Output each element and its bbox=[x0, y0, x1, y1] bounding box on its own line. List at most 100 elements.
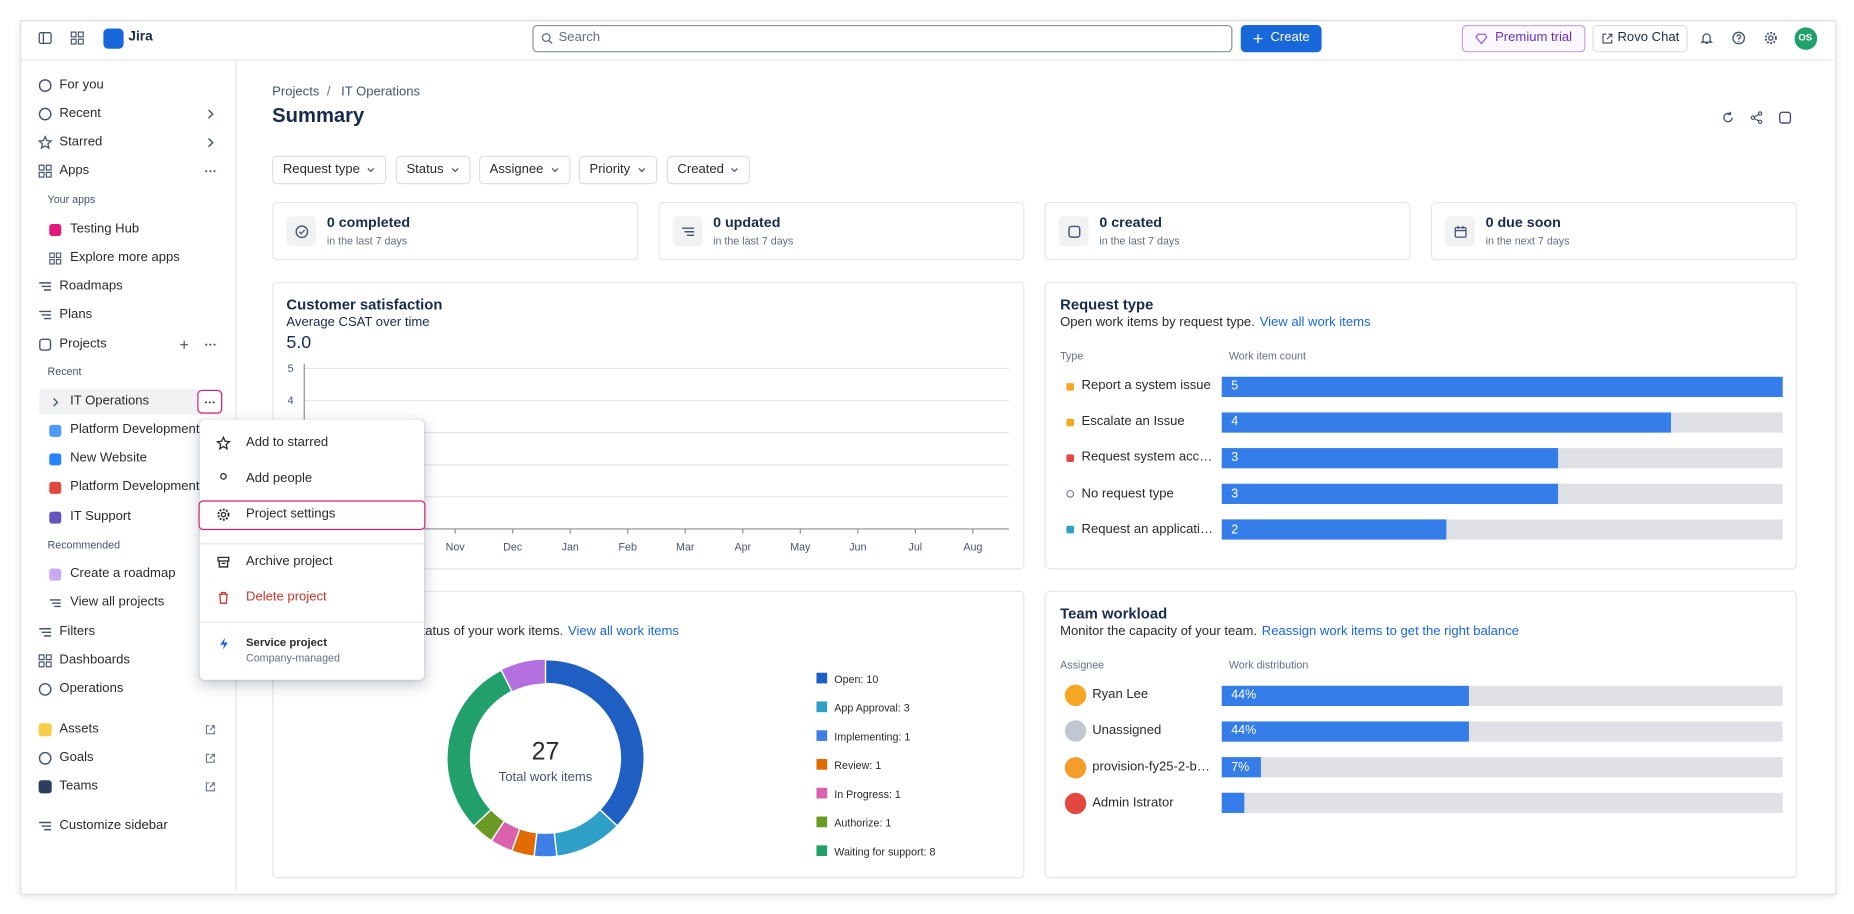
icon-part bbox=[39, 80, 50, 91]
menu-item[interactable]: Delete project bbox=[246, 590, 327, 606]
bar-value-label: 7% bbox=[1231, 760, 1249, 775]
stat-card bbox=[658, 202, 1024, 260]
sidebar-item[interactable]: Testing Hub bbox=[70, 222, 139, 238]
sidebar-item[interactable]: Dashboards bbox=[59, 653, 130, 669]
icon-part bbox=[46, 655, 51, 660]
icon-part bbox=[639, 168, 645, 171]
icon bbox=[38, 308, 52, 322]
icon-part bbox=[205, 170, 207, 172]
icon bbox=[1474, 31, 1487, 44]
icon-part bbox=[49, 568, 61, 580]
bar bbox=[1222, 484, 1559, 504]
icon bbox=[217, 636, 230, 649]
icon bbox=[216, 472, 230, 486]
icon bbox=[48, 596, 61, 609]
menu-item[interactable]: Add to starred bbox=[246, 435, 328, 451]
icon bbox=[38, 723, 52, 737]
sidebar-item[interactable]: Projects bbox=[59, 337, 106, 353]
sidebar-item[interactable]: Platform Development bbox=[70, 422, 199, 438]
subtitle-line: Monitor the capacity of your team.Reassi… bbox=[1060, 624, 1519, 640]
sidebar-item[interactable]: Plans bbox=[59, 307, 92, 323]
sidebar-item[interactable]: Customize sidebar bbox=[59, 818, 167, 834]
link[interactable]: Reassign work items to get the right bal… bbox=[1262, 624, 1519, 638]
sidebar-item[interactable]: Apps bbox=[59, 163, 89, 179]
sidebar-item[interactable]: Roadmaps bbox=[59, 279, 122, 295]
icon-part bbox=[1602, 34, 1611, 43]
icon-part bbox=[1253, 34, 1262, 43]
link[interactable]: View all work items bbox=[1260, 315, 1371, 329]
stat-card bbox=[1431, 202, 1797, 260]
sidebar-item[interactable]: Recent bbox=[59, 106, 100, 122]
icon bbox=[1065, 454, 1073, 462]
sidebar-item[interactable]: Starred bbox=[59, 135, 102, 151]
sidebar-item[interactable]: Goals bbox=[59, 750, 93, 766]
assignee-avatar bbox=[1065, 757, 1086, 778]
stat-card bbox=[272, 202, 638, 260]
sidebar-item[interactable]: Create a roadmap bbox=[70, 566, 175, 582]
link[interactable]: View all work items bbox=[568, 624, 679, 638]
create-label: Create bbox=[1270, 30, 1309, 46]
bar-track bbox=[1222, 793, 1783, 813]
search-box[interactable] bbox=[532, 25, 1232, 52]
icon bbox=[729, 164, 741, 176]
icon bbox=[549, 164, 561, 176]
assignee-avatar bbox=[1065, 685, 1086, 706]
icon-part bbox=[39, 822, 51, 829]
icon-part bbox=[49, 453, 61, 465]
sidebar-item[interactable]: Filters bbox=[59, 624, 95, 640]
sidebar-item[interactable]: Operations bbox=[59, 682, 123, 698]
icon-part bbox=[206, 783, 214, 791]
assignee-avatar bbox=[1065, 793, 1086, 814]
sidebar-item[interactable]: IT Operations bbox=[70, 394, 149, 410]
sidebar-item[interactable]: Platform Development bbox=[70, 479, 199, 495]
sidebar-item[interactable]: View all projects bbox=[70, 595, 164, 611]
menu-item[interactable]: Archive project bbox=[246, 554, 332, 570]
icon-part bbox=[542, 33, 550, 41]
icon-part bbox=[1066, 454, 1074, 462]
sidebar-item[interactable]: For you bbox=[59, 78, 103, 94]
sidebar-item[interactable]: Assets bbox=[59, 722, 98, 738]
sidebar-item[interactable]: Explore more apps bbox=[70, 250, 180, 266]
icon bbox=[1749, 111, 1763, 125]
icon-part bbox=[682, 228, 694, 235]
icon bbox=[38, 135, 52, 149]
jira-logo bbox=[103, 29, 123, 49]
icon bbox=[1721, 111, 1735, 125]
icon bbox=[203, 395, 216, 408]
breadcrumb-link[interactable]: IT Operations bbox=[341, 85, 420, 101]
sidebar-item[interactable]: IT Support bbox=[70, 509, 131, 525]
icon bbox=[38, 654, 52, 668]
icon-part bbox=[49, 599, 60, 606]
icon bbox=[1251, 31, 1264, 44]
icon-part bbox=[548, 40, 551, 43]
csat-current: 5.0 bbox=[286, 333, 311, 354]
sidebar-item[interactable]: New Website bbox=[70, 451, 147, 467]
menu-item[interactable]: Project settings bbox=[246, 507, 335, 523]
menu-item[interactable]: Add people bbox=[246, 471, 312, 487]
bar bbox=[1222, 376, 1783, 396]
icon-part bbox=[1455, 227, 1466, 237]
icon-part bbox=[1758, 112, 1761, 115]
icon-part bbox=[39, 684, 50, 695]
icon-part bbox=[218, 557, 229, 561]
column-header: Type bbox=[1060, 350, 1083, 363]
icon-part bbox=[731, 168, 737, 171]
rovo-label: Rovo Chat bbox=[1617, 30, 1679, 46]
icon-part bbox=[39, 662, 44, 667]
icon bbox=[38, 279, 52, 293]
icon-part bbox=[39, 172, 44, 177]
icon bbox=[1065, 490, 1073, 498]
icon-part bbox=[49, 259, 53, 263]
icon-part bbox=[53, 398, 57, 406]
icon bbox=[680, 224, 694, 238]
icon-part bbox=[39, 283, 51, 290]
icon-part bbox=[217, 437, 229, 448]
icon bbox=[204, 781, 216, 793]
breadcrumb-link[interactable]: Projects bbox=[272, 85, 319, 101]
card-subtitle: Average CSAT over time bbox=[286, 315, 429, 331]
sidebar-item[interactable]: Teams bbox=[59, 779, 98, 795]
assignee-name: Admin Istrator bbox=[1092, 795, 1173, 811]
icon bbox=[1699, 31, 1713, 45]
bar bbox=[1222, 685, 1469, 705]
icon bbox=[48, 481, 61, 494]
